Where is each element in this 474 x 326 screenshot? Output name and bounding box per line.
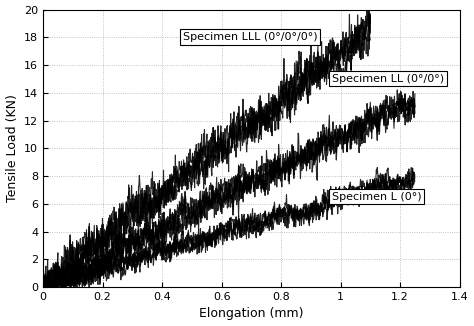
Text: Specimen L (0°): Specimen L (0°) [332,192,421,201]
Text: Specimen LLL (0°/0°/0°): Specimen LLL (0°/0°/0°) [183,32,318,42]
Y-axis label: Tensile Load (KN): Tensile Load (KN) [6,94,18,202]
X-axis label: Elongation (mm): Elongation (mm) [199,307,303,320]
Text: Specimen LL (0°/0°): Specimen LL (0°/0°) [332,74,444,84]
